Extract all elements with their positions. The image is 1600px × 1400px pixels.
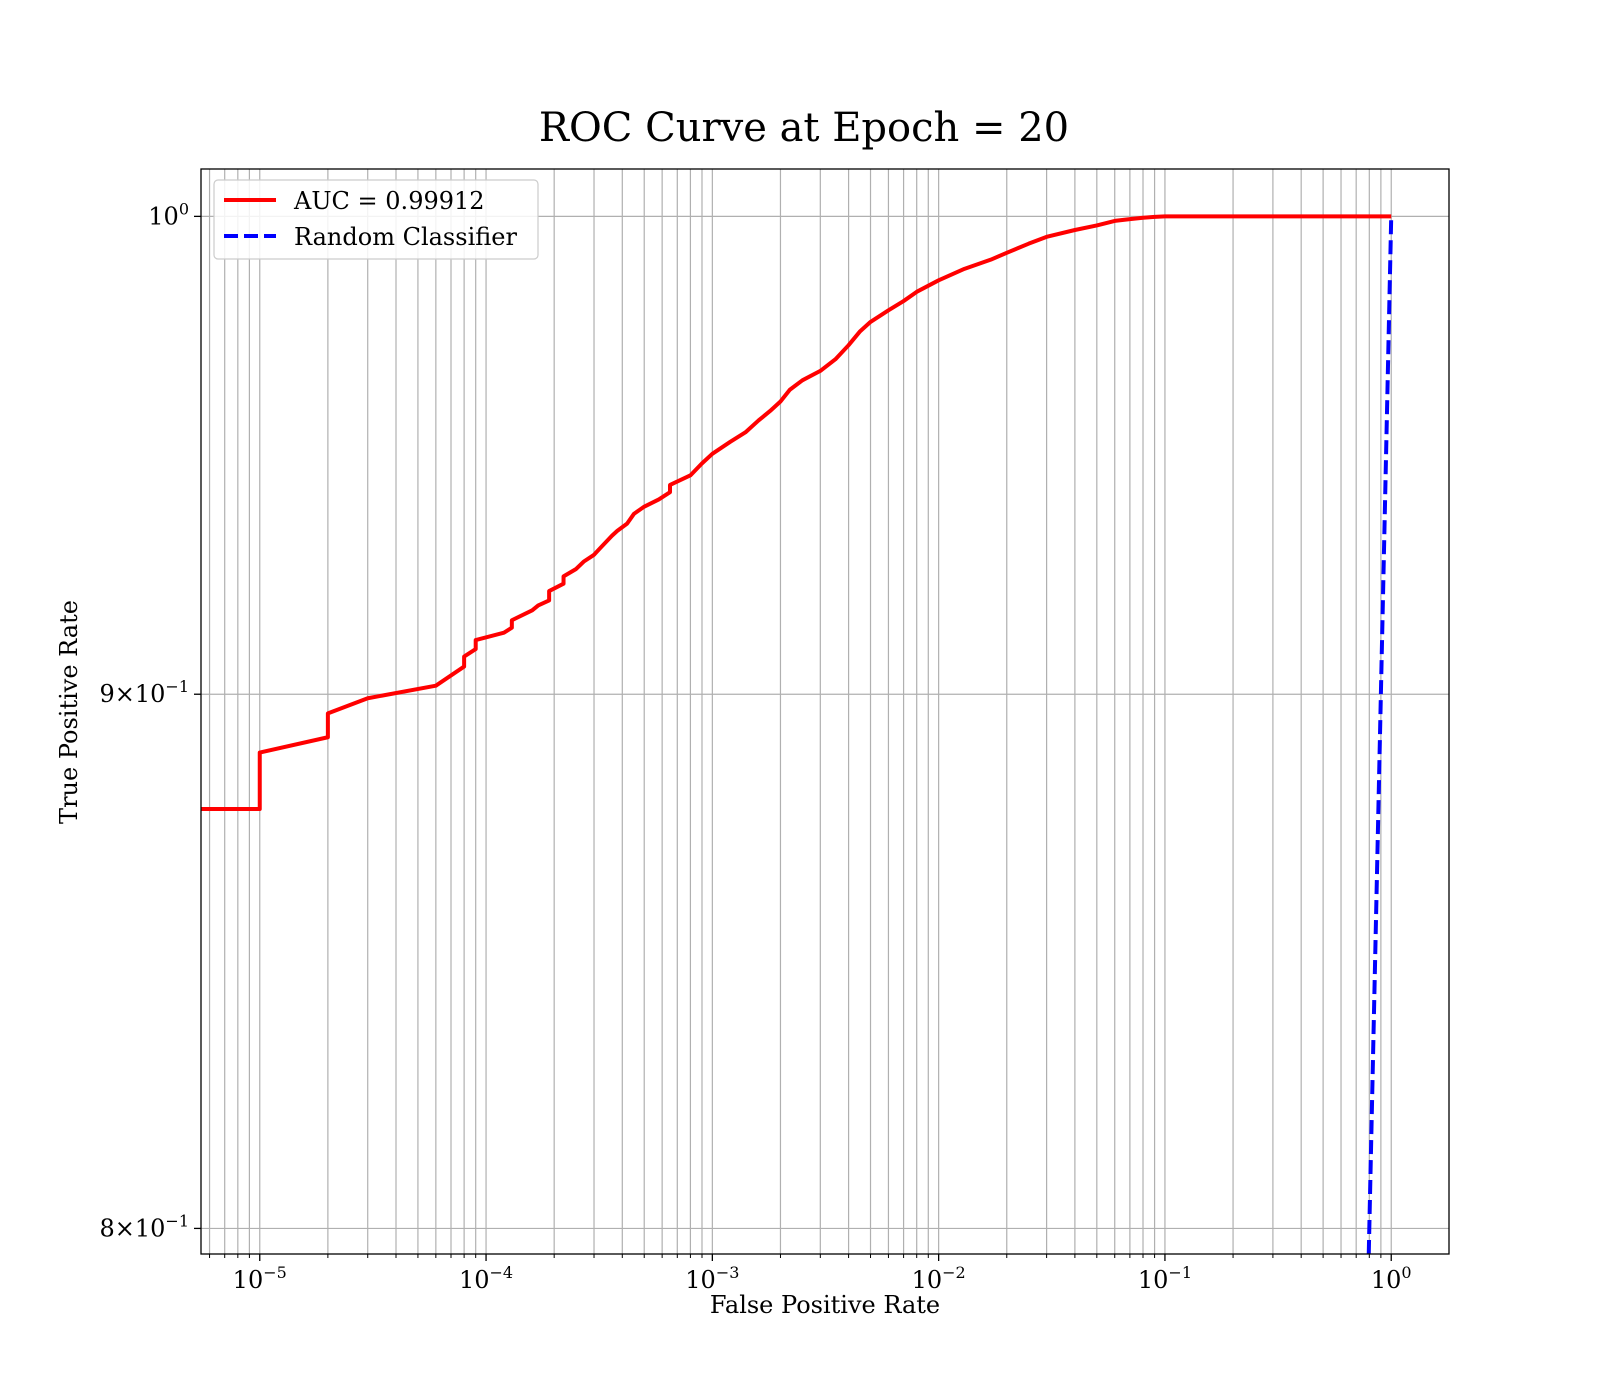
random-classifier-line	[1366, 216, 1394, 1254]
legend-label-auc: AUC = 0.99912	[293, 187, 485, 215]
x-tick-label: 10−5	[233, 1263, 287, 1294]
roc-curve-line	[201, 214, 1392, 812]
grid	[201, 169, 1449, 1254]
x-tick-label: 100	[1371, 1263, 1412, 1294]
chart-title: ROC Curve at Epoch = 20	[539, 105, 1069, 151]
x-tick-label: 10−2	[912, 1263, 966, 1294]
x-tick-label: 10−3	[685, 1263, 739, 1294]
series-layer	[201, 214, 1394, 1254]
legend: AUC = 0.99912 Random Classifier	[213, 179, 539, 260]
plot-frame	[200, 168, 1450, 1255]
y-tick-label: 100	[148, 199, 189, 230]
legend-label-random: Random Classifier	[294, 223, 517, 251]
x-tick-label: 10−1	[1138, 1263, 1192, 1294]
y-tick-label: 9×10−1	[99, 677, 189, 708]
x-tick-label: 10−4	[459, 1263, 513, 1294]
ticks: 10−5 10−4 10−3 10−2 10−1 100 8×10−1 9×10−1 100	[99, 199, 1411, 1294]
x-axis-label: False Positive Rate	[710, 1291, 940, 1319]
legend-box	[213, 179, 539, 260]
y-tick-label: 8×10−1	[99, 1211, 189, 1242]
y-axis-label: True Positive Rate	[55, 600, 83, 824]
